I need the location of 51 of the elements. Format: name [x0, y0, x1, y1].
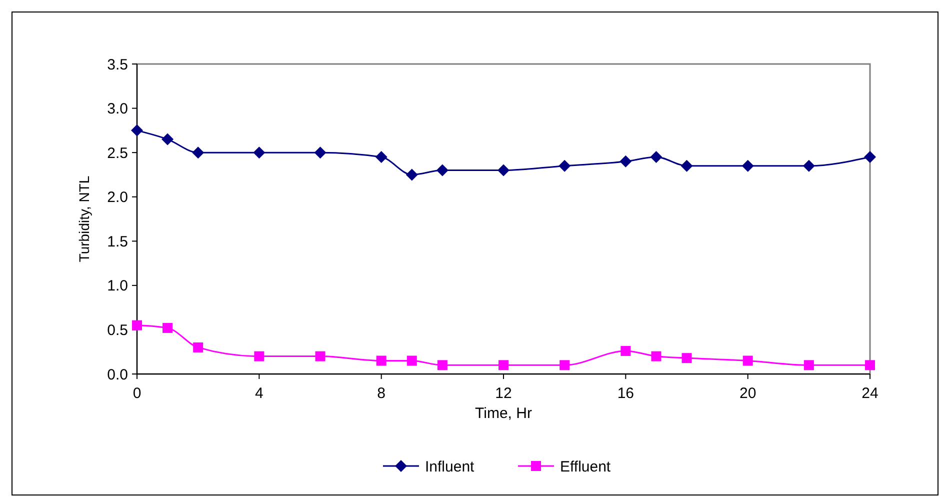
x-tick-label: 20 — [739, 385, 756, 402]
point — [436, 164, 448, 176]
x-tick-label: 0 — [132, 385, 142, 402]
point — [560, 360, 570, 370]
y-tick-label: 0.0 — [107, 366, 128, 384]
y-tick-label: 2.0 — [107, 189, 128, 206]
point — [253, 146, 266, 159]
point — [131, 124, 143, 136]
point — [437, 360, 448, 370]
point — [682, 353, 692, 364]
x-tick-label: 4 — [254, 385, 264, 402]
point — [162, 322, 173, 333]
point — [254, 351, 264, 362]
x-tick-label: 24 — [862, 385, 878, 402]
point — [680, 160, 693, 172]
y-tick-label: 1.5 — [107, 233, 128, 250]
y-tick-label: 0.5 — [107, 322, 128, 339]
point — [651, 351, 662, 362]
legend-label: Influent — [425, 458, 476, 476]
y-axis-title: Turbidity, NTL — [76, 176, 92, 262]
point — [406, 356, 417, 366]
point — [865, 360, 875, 370]
point — [314, 146, 326, 159]
x-tick-label: 8 — [377, 385, 386, 402]
point — [193, 342, 204, 352]
point — [742, 160, 754, 172]
point — [864, 151, 876, 163]
legend-label: Effluent — [560, 458, 612, 476]
point — [162, 133, 174, 146]
point — [802, 160, 815, 172]
point — [132, 320, 142, 330]
point — [192, 146, 204, 159]
point — [315, 351, 326, 362]
point — [498, 360, 508, 370]
point — [406, 168, 418, 181]
point — [742, 356, 753, 366]
point — [620, 155, 632, 168]
x-tick-label: 12 — [495, 385, 512, 402]
point — [620, 346, 631, 356]
point — [650, 151, 662, 163]
point — [375, 151, 388, 163]
point — [804, 360, 814, 370]
point — [498, 164, 510, 176]
point — [558, 160, 571, 172]
point — [376, 356, 386, 366]
y-tick-label: 2.5 — [107, 144, 128, 162]
x-axis-title: Time, Hr — [475, 405, 532, 422]
x-tick-label: 16 — [617, 385, 634, 402]
y-tick-label: 1.0 — [107, 278, 128, 295]
y-tick-label: 3.0 — [107, 100, 128, 118]
y-tick-label: 3.5 — [107, 56, 128, 74]
